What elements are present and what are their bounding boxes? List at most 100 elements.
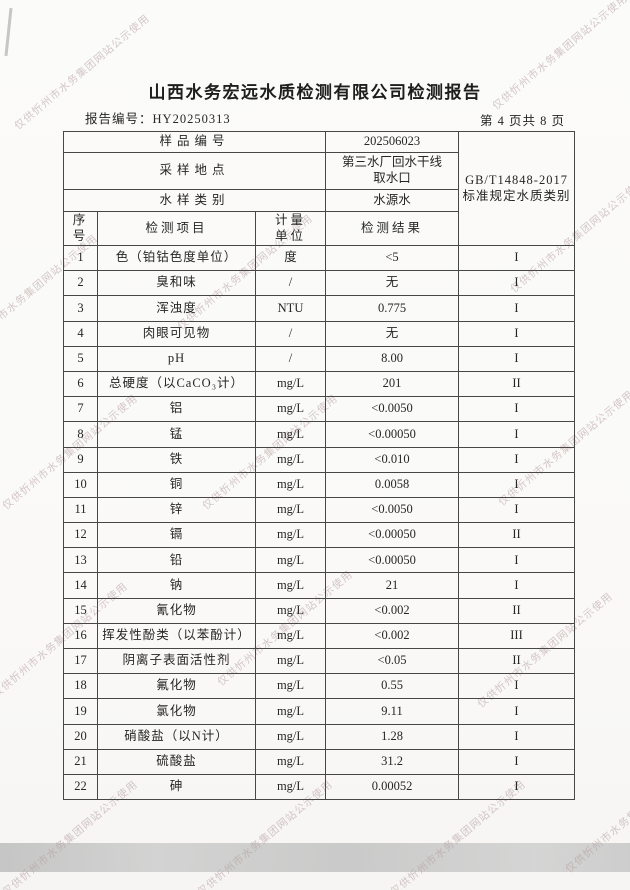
column-header-item: 检测项目 — [97, 211, 256, 246]
cell-result: 31.2 — [325, 748, 460, 775]
cell-item: 总硬度（以CaCO₃计） — [97, 370, 256, 398]
table-row: 15 氰化物 mg/L <0.002 II — [63, 597, 576, 624]
cell-item: 氰化物 — [97, 597, 256, 624]
cell-unit: mg/L — [254, 522, 327, 549]
cell-category: I — [458, 270, 576, 297]
cell-unit: mg/L — [254, 446, 327, 473]
cell-no: 10 — [63, 471, 98, 498]
cell-item: 硝酸盐（以N计） — [97, 723, 256, 750]
info-label: 水样类别 — [62, 189, 327, 212]
cell-result: 0.775 — [325, 295, 460, 322]
cell-item: 浑浊度 — [97, 295, 256, 322]
cell-result: 8.00 — [325, 345, 460, 372]
table-row: 19 氯化物 mg/L 9.11 I — [63, 698, 576, 725]
cell-no: 5 — [63, 345, 98, 372]
report-number-label: 报告编号： — [85, 112, 153, 126]
page-indicator: 第 4 页共 8 页 — [480, 114, 566, 128]
report-number: 报告编号：HY20250313 — [85, 108, 231, 127]
table-row: 3 浑浊度 NTU 0.775 I — [63, 295, 576, 322]
cell-item: 挥发性酚类（以苯酚计） — [97, 622, 256, 650]
table-row: 8 锰 mg/L <0.00050 I — [63, 421, 576, 448]
cell-item: 阴离子表面活性剂 — [97, 647, 256, 675]
cell-no: 8 — [63, 421, 98, 448]
column-header-result: 检测结果 — [325, 211, 460, 246]
cell-item: 铝 — [97, 396, 256, 423]
cell-no: 2 — [63, 270, 98, 297]
cell-no: 22 — [63, 773, 98, 801]
cell-result: 9.11 — [325, 698, 460, 725]
cell-category: II — [458, 522, 576, 549]
table-row: 21 硫酸盐 mg/L 31.2 I — [63, 748, 576, 775]
cell-no: 9 — [63, 446, 98, 473]
cell-category: I — [458, 547, 576, 574]
table-row: 10 铜 mg/L 0.0058 I — [63, 471, 576, 498]
cell-no: 21 — [63, 748, 98, 775]
table-row: 6 总硬度（以CaCO₃计） mg/L 201 II — [63, 370, 576, 398]
table-row: 4 肉眼可见物 / 无 I — [63, 320, 576, 347]
cell-category: I — [458, 773, 576, 801]
cell-category: I — [458, 748, 576, 775]
cell-category: I — [458, 244, 576, 272]
cell-no: 20 — [63, 723, 98, 750]
cell-unit: mg/L — [254, 622, 327, 650]
column-header-row: 序号 检测项目 计量 单位 检测结果 — [63, 211, 575, 246]
table-row: 13 铅 mg/L <0.00050 I — [63, 547, 576, 574]
cell-unit: mg/L — [254, 471, 327, 498]
header-info-row: 水样类别 水源水 — [62, 189, 575, 212]
cell-no: 15 — [63, 597, 98, 624]
cell-category: I — [458, 446, 576, 473]
cell-result: <0.0050 — [325, 396, 460, 423]
scan-edge-artifact — [4, 7, 13, 57]
cell-unit: mg/L — [254, 547, 327, 574]
info-value: 水源水 — [325, 189, 460, 212]
cell-unit: / — [254, 270, 327, 297]
cell-item: 氯化物 — [97, 698, 256, 725]
cell-unit: NTU — [254, 295, 327, 322]
info-value: 第三水厂回水干线 取水口 — [325, 152, 460, 190]
column-header-unit: 计量 单位 — [254, 211, 327, 246]
cell-category: II — [458, 370, 576, 398]
column-header-no: 序号 — [63, 211, 98, 246]
cell-category: I — [458, 295, 576, 322]
cell-unit: mg/L — [254, 723, 327, 750]
cell-category: I — [458, 421, 576, 448]
header-info-row: 采样地点 第三水厂回水干线 取水口 — [62, 152, 575, 190]
cell-result: 无 — [325, 320, 460, 347]
cell-item: 硫酸盐 — [97, 748, 256, 775]
cell-no: 1 — [63, 244, 98, 272]
cell-result: <0.00050 — [325, 421, 460, 448]
cell-item: 臭和味 — [97, 270, 256, 297]
table-row: 17 阴离子表面活性剂 mg/L <0.05 II — [63, 647, 576, 675]
cell-result: <5 — [325, 244, 460, 272]
cell-category: I — [458, 471, 576, 498]
cell-unit: mg/L — [254, 748, 327, 775]
cell-unit: mg/L — [254, 673, 327, 700]
cell-no: 4 — [63, 320, 98, 347]
results-table-body: 样品编号 202506023 GB/T14848-2017 标准规定水质类别 采样地点… — [62, 131, 576, 801]
cell-result: <0.00050 — [325, 547, 460, 574]
cell-category: II — [458, 647, 576, 675]
cell-category: I — [458, 345, 576, 372]
info-label: 采样地点 — [62, 152, 327, 190]
cell-item: 镉 — [97, 522, 256, 549]
cell-item: 锌 — [97, 496, 256, 524]
cell-result: <0.002 — [325, 597, 460, 624]
cell-unit: / — [254, 345, 327, 372]
cell-no: 17 — [63, 647, 98, 675]
table-row: 7 铝 mg/L <0.0050 I — [63, 396, 576, 423]
cell-category: I — [458, 698, 576, 725]
table-row: 2 臭和味 / 无 I — [63, 270, 576, 297]
cell-result: 201 — [325, 370, 460, 398]
cell-no: 13 — [63, 547, 98, 574]
table-row: 22 砷 mg/L 0.00052 I — [63, 773, 576, 801]
table-row: 14 钠 mg/L 21 I — [63, 572, 576, 599]
table-row: 20 硝酸盐（以N计） mg/L 1.28 I — [63, 723, 576, 750]
cell-result: <0.002 — [325, 622, 460, 650]
scan-artifact-band — [0, 843, 630, 872]
info-value: 202506023 — [325, 131, 460, 153]
cell-category: I — [458, 572, 576, 599]
report-number-value: HY20250313 — [152, 112, 231, 126]
table-row: 11 锌 mg/L <0.0050 I — [63, 496, 576, 524]
cell-result: <0.0050 — [325, 496, 460, 524]
cell-category: I — [458, 723, 576, 750]
